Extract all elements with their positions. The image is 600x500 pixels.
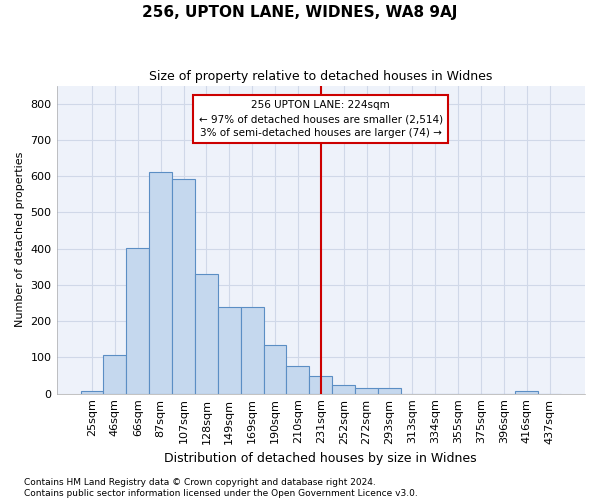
Bar bbox=[378, 388, 401, 394]
Bar bbox=[195, 274, 218, 394]
Bar bbox=[515, 391, 538, 394]
Bar bbox=[310, 376, 332, 394]
Bar bbox=[149, 172, 172, 394]
Bar bbox=[172, 179, 195, 394]
Bar bbox=[332, 384, 355, 394]
Bar bbox=[127, 248, 149, 394]
Text: 256, UPTON LANE, WIDNES, WA8 9AJ: 256, UPTON LANE, WIDNES, WA8 9AJ bbox=[142, 5, 458, 20]
Text: 256 UPTON LANE: 224sqm
← 97% of detached houses are smaller (2,514)
3% of semi-d: 256 UPTON LANE: 224sqm ← 97% of detached… bbox=[199, 100, 443, 138]
Text: Contains HM Land Registry data © Crown copyright and database right 2024.
Contai: Contains HM Land Registry data © Crown c… bbox=[24, 478, 418, 498]
Bar bbox=[355, 388, 378, 394]
Bar bbox=[286, 366, 310, 394]
Bar bbox=[80, 391, 103, 394]
Bar bbox=[218, 306, 241, 394]
Y-axis label: Number of detached properties: Number of detached properties bbox=[15, 152, 25, 328]
Bar bbox=[241, 306, 263, 394]
Bar bbox=[263, 344, 286, 394]
Title: Size of property relative to detached houses in Widnes: Size of property relative to detached ho… bbox=[149, 70, 493, 83]
Bar bbox=[103, 355, 127, 394]
X-axis label: Distribution of detached houses by size in Widnes: Distribution of detached houses by size … bbox=[164, 452, 477, 465]
